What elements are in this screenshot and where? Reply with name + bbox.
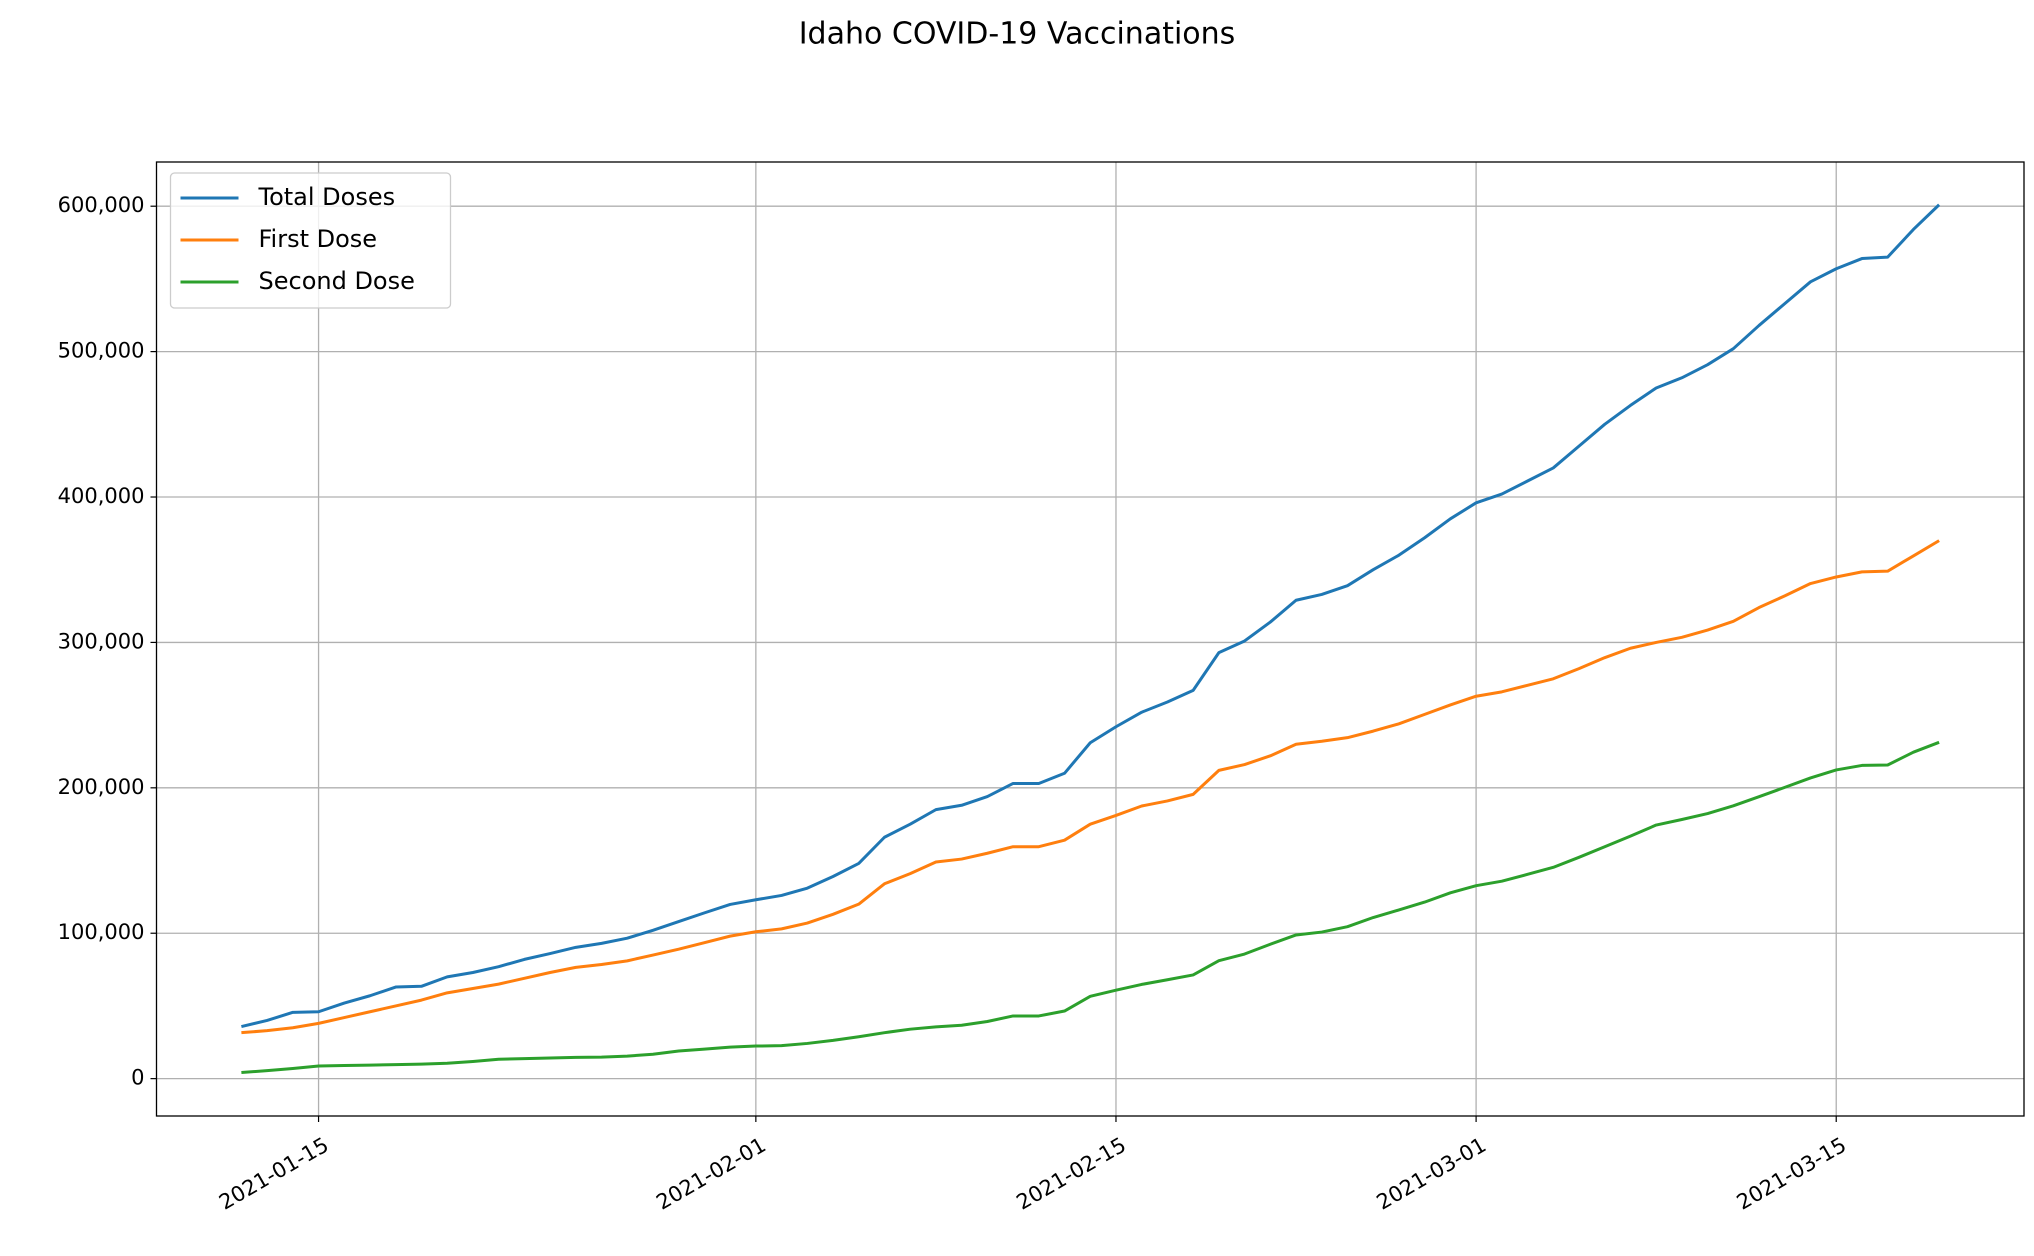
- y-tick-label: 200,000: [58, 775, 145, 799]
- y-tick-label: 600,000: [58, 193, 145, 217]
- series-line: [241, 539, 1940, 1035]
- y-tick-label: 0: [131, 1066, 144, 1090]
- legend-label: Second Dose: [259, 267, 415, 295]
- y-tick-label: 400,000: [58, 484, 145, 508]
- legend-label: Total Doses: [258, 183, 396, 211]
- legend-box: [169, 172, 452, 309]
- x-tick-label: 2021-03-01: [1373, 1133, 1491, 1215]
- chart-title: Idaho COVID-19 Vaccinations: [799, 17, 1236, 52]
- series-line: [241, 740, 1940, 1075]
- series-line: [241, 203, 1941, 1029]
- legend: Total Doses First Dose Second Dose: [169, 172, 452, 309]
- y-tick-label: 100,000: [58, 920, 145, 944]
- x-tick-label: 2021-02-15: [1012, 1133, 1130, 1215]
- x-tick-label: 2021-02-01: [652, 1133, 770, 1215]
- y-tick-label: 300,000: [58, 629, 145, 653]
- x-tick-label: 2021-01-15: [215, 1133, 333, 1215]
- x-tick-label: 2021-03-15: [1733, 1133, 1851, 1215]
- y-tick-label: 500,000: [58, 339, 145, 363]
- legend-label: First Dose: [259, 225, 378, 253]
- plot-frame: [155, 161, 2025, 1117]
